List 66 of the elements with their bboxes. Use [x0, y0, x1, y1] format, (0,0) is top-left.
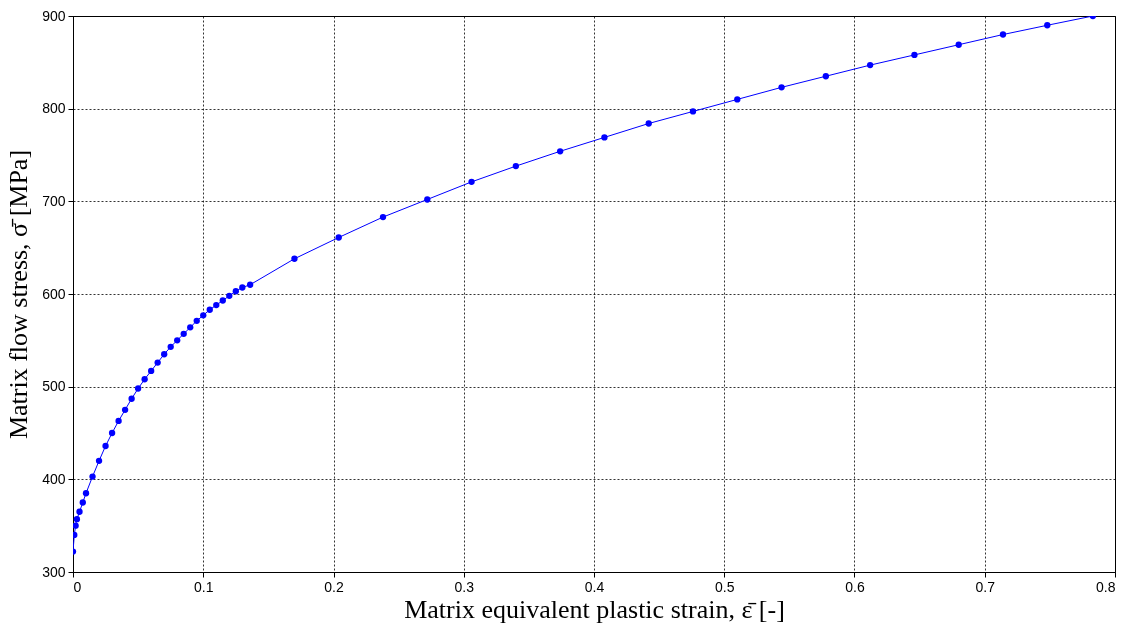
- x-tick-label: 0.3: [454, 578, 475, 595]
- x-tick-label: 0.6: [845, 578, 865, 595]
- point: [512, 162, 520, 170]
- point: [174, 337, 181, 344]
- x-tick-label: 0.2: [324, 578, 344, 595]
- point: [180, 330, 187, 337]
- point: [239, 284, 246, 291]
- point: [187, 324, 194, 331]
- point: [89, 473, 96, 480]
- point: [246, 281, 254, 288]
- point: [955, 41, 962, 48]
- point: [167, 343, 174, 350]
- point: [866, 61, 874, 69]
- point: [76, 508, 83, 515]
- point: [213, 301, 220, 309]
- point: [206, 306, 213, 313]
- point: [822, 73, 830, 80]
- point: [79, 499, 86, 506]
- point: [734, 96, 741, 103]
- point: [424, 196, 431, 203]
- y-tick-label: 800: [42, 100, 66, 117]
- point: [219, 297, 226, 304]
- point: [291, 255, 298, 262]
- x-tick-label: 0.7: [975, 578, 996, 595]
- point: [134, 385, 142, 392]
- point: [141, 376, 148, 383]
- y-axis-title: Matrix flow stress, σ̄ [MPa]: [4, 149, 34, 440]
- point: [1044, 22, 1051, 29]
- point: [379, 213, 387, 221]
- point: [601, 134, 608, 141]
- y-tick-label: 500: [42, 378, 66, 395]
- y-tick-label: 300: [42, 563, 66, 580]
- point: [121, 406, 129, 413]
- point: [82, 490, 90, 497]
- point: [154, 359, 161, 366]
- y-tick-label: 700: [42, 192, 66, 209]
- point: [115, 417, 122, 425]
- point: [102, 442, 109, 450]
- point: [161, 351, 168, 358]
- point: [911, 51, 918, 59]
- point: [999, 31, 1007, 38]
- point: [73, 516, 81, 523]
- point: [128, 395, 135, 402]
- y-tick-label: 900: [42, 7, 66, 24]
- point: [468, 178, 475, 186]
- point: [193, 317, 200, 325]
- point: [645, 120, 652, 127]
- point: [108, 429, 116, 437]
- point: [556, 148, 564, 155]
- x-tick-label: 0.5: [715, 578, 735, 595]
- x-axis-title: Matrix equivalent plastic strain, ε̄ [-]: [404, 594, 785, 624]
- x-tick-label: 0.4: [584, 578, 605, 595]
- point: [73, 522, 79, 529]
- y-tick-label: 600: [42, 285, 66, 302]
- y-tick-label: 400: [42, 470, 66, 487]
- x-tick-label: 0.1: [194, 578, 214, 595]
- point: [200, 312, 207, 319]
- point: [95, 457, 103, 464]
- point: [226, 292, 233, 300]
- x-tick-label: 0: [73, 578, 82, 595]
- point: [232, 288, 239, 295]
- point: [778, 84, 785, 91]
- x-tick-label: 0.8: [1096, 578, 1116, 595]
- point: [147, 367, 155, 375]
- point: [335, 234, 342, 241]
- point: [689, 108, 697, 115]
